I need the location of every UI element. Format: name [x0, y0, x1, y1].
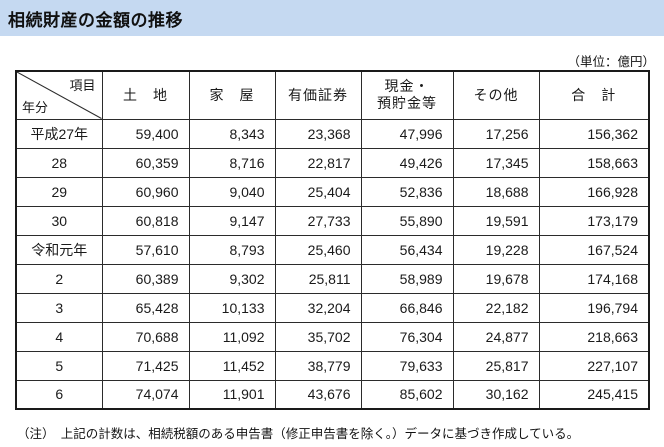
- year-label: 6: [15, 379, 103, 410]
- value-cell: 23,368: [274, 118, 362, 149]
- value-cell: 24,877: [452, 321, 540, 352]
- value-cell: 60,818: [101, 205, 190, 236]
- value-cell: 49,426: [360, 147, 454, 178]
- value-cell: 55,890: [360, 205, 454, 236]
- value-cell: 60,359: [101, 147, 190, 178]
- value-cell: 43,676: [274, 379, 362, 410]
- value-cell: 76,304: [360, 321, 454, 352]
- value-cell: 22,182: [452, 292, 540, 323]
- value-cell: 74,074: [101, 379, 190, 410]
- value-cell: 71,425: [101, 350, 190, 381]
- value-cell: 25,404: [274, 176, 362, 207]
- unit-label: （単位：億円）: [567, 55, 655, 69]
- table-row: 4 70,688 11,092 35,702 76,304 24,877 218…: [15, 321, 650, 352]
- column-header-house: 家 屋: [188, 70, 276, 120]
- value-cell: 52,836: [360, 176, 454, 207]
- column-header-other: その他: [452, 70, 540, 120]
- value-cell: 158,663: [538, 147, 650, 178]
- value-cell: 60,960: [101, 176, 190, 207]
- value-cell: 70,688: [101, 321, 190, 352]
- value-cell: 60,389: [101, 263, 190, 294]
- value-cell: 8,793: [188, 234, 276, 265]
- inheritance-assets-table: 項目 年分 土 地 家 屋 有価証券 現金・ 預貯金等 その他 合 計 平成27…: [15, 70, 650, 410]
- table-row: 2 60,389 9,302 25,811 58,989 19,678 174,…: [15, 263, 650, 294]
- value-cell: 38,779: [274, 350, 362, 381]
- value-cell: 47,996: [360, 118, 454, 149]
- corner-label-item: 項目: [69, 78, 96, 93]
- value-cell: 30,162: [452, 379, 540, 410]
- footnote: （注） 上記の計数は、相続税額のある申告書（修正申告書を除く。）データに基づき作…: [17, 427, 580, 441]
- value-cell: 32,204: [274, 292, 362, 323]
- table-row: 6 74,074 11,901 43,676 85,602 30,162 245…: [15, 379, 650, 410]
- value-cell: 56,434: [360, 234, 454, 265]
- year-label: 平成27年: [15, 118, 103, 149]
- value-cell: 59,400: [101, 118, 190, 149]
- value-cell: 19,678: [452, 263, 540, 294]
- value-cell: 11,452: [188, 350, 276, 381]
- value-cell: 196,794: [538, 292, 650, 323]
- value-cell: 8,343: [188, 118, 276, 149]
- value-cell: 11,901: [188, 379, 276, 410]
- value-cell: 166,928: [538, 176, 650, 207]
- value-cell: 65,428: [101, 292, 190, 323]
- value-cell: 218,663: [538, 321, 650, 352]
- value-cell: 9,147: [188, 205, 276, 236]
- value-cell: 66,846: [360, 292, 454, 323]
- table-row: 令和元年 57,610 8,793 25,460 56,434 19,228 1…: [15, 234, 650, 265]
- value-cell: 245,415: [538, 379, 650, 410]
- year-label: 28: [15, 147, 103, 178]
- table-row: 3 65,428 10,133 32,204 66,846 22,182 196…: [15, 292, 650, 323]
- column-header-total: 合 計: [538, 70, 650, 120]
- diagonal-divider: [17, 72, 102, 119]
- column-header-cash-deposits: 現金・ 預貯金等: [360, 70, 454, 120]
- year-label: 3: [15, 292, 103, 323]
- column-header-land: 土 地: [101, 70, 190, 120]
- page-title: 相続財産の金額の推移: [8, 10, 183, 30]
- value-cell: 19,591: [452, 205, 540, 236]
- value-cell: 11,092: [188, 321, 276, 352]
- value-cell: 156,362: [538, 118, 650, 149]
- table-row: 5 71,425 11,452 38,779 79,633 25,817 227…: [15, 350, 650, 381]
- value-cell: 57,610: [101, 234, 190, 265]
- value-cell: 17,256: [452, 118, 540, 149]
- value-cell: 173,179: [538, 205, 650, 236]
- corner-header-cell: 項目 年分: [15, 70, 103, 120]
- year-label: 4: [15, 321, 103, 352]
- value-cell: 25,811: [274, 263, 362, 294]
- value-cell: 227,107: [538, 350, 650, 381]
- value-cell: 19,228: [452, 234, 540, 265]
- column-header-securities: 有価証券: [274, 70, 362, 120]
- corner-label-year: 年分: [22, 99, 49, 115]
- value-cell: 17,345: [452, 147, 540, 178]
- value-cell: 18,688: [452, 176, 540, 207]
- value-cell: 9,302: [188, 263, 276, 294]
- table-row: 30 60,818 9,147 27,733 55,890 19,591 173…: [15, 205, 650, 236]
- value-cell: 85,602: [360, 379, 454, 410]
- year-label: 30: [15, 205, 103, 236]
- title-bar: 相続財産の金額の推移: [0, 0, 664, 36]
- value-cell: 174,168: [538, 263, 650, 294]
- value-cell: 9,040: [188, 176, 276, 207]
- year-label: 2: [15, 263, 103, 294]
- year-label: 29: [15, 176, 103, 207]
- value-cell: 58,989: [360, 263, 454, 294]
- table-header-row: 項目 年分 土 地 家 屋 有価証券 現金・ 預貯金等 その他 合 計: [15, 70, 650, 120]
- year-label: 令和元年: [15, 234, 103, 265]
- value-cell: 79,633: [360, 350, 454, 381]
- table-row: 28 60,359 8,716 22,817 49,426 17,345 158…: [15, 147, 650, 178]
- value-cell: 8,716: [188, 147, 276, 178]
- value-cell: 25,817: [452, 350, 540, 381]
- value-cell: 22,817: [274, 147, 362, 178]
- table-row: 平成27年 59,400 8,343 23,368 47,996 17,256 …: [15, 118, 650, 149]
- value-cell: 35,702: [274, 321, 362, 352]
- year-label: 5: [15, 350, 103, 381]
- table-row: 29 60,960 9,040 25,404 52,836 18,688 166…: [15, 176, 650, 207]
- value-cell: 27,733: [274, 205, 362, 236]
- value-cell: 25,460: [274, 234, 362, 265]
- value-cell: 167,524: [538, 234, 650, 265]
- value-cell: 10,133: [188, 292, 276, 323]
